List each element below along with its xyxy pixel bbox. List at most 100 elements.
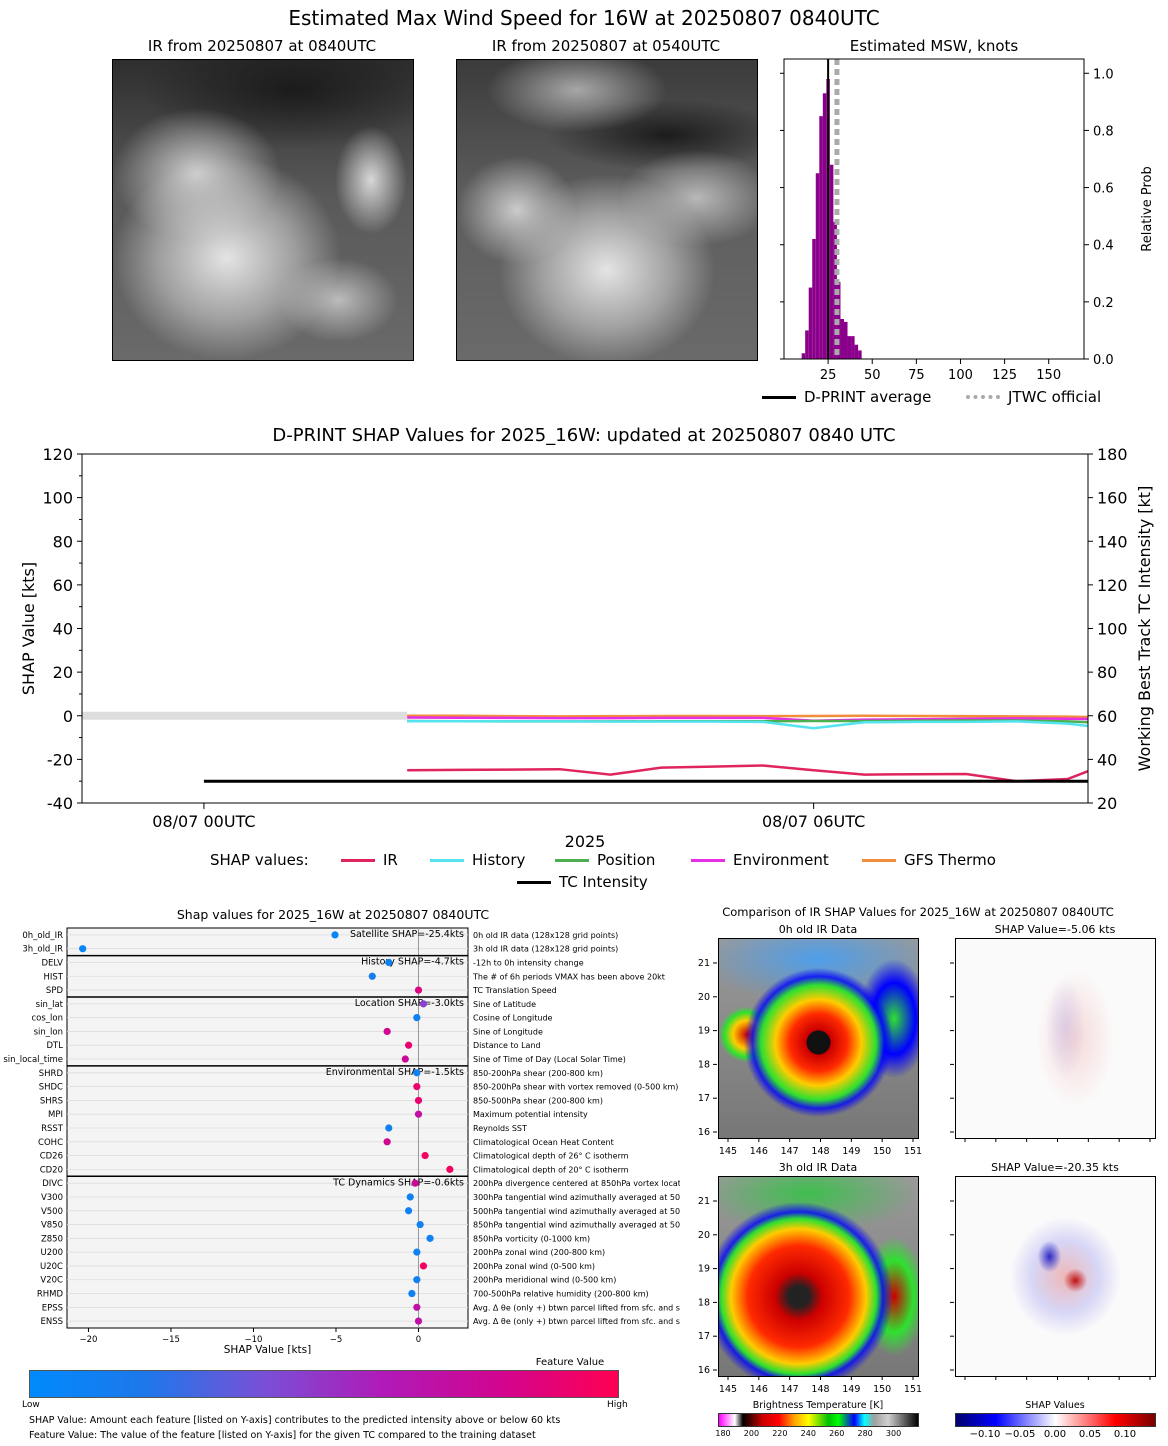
footnote-feature-value: Feature Value: The value of the feature …: [29, 1430, 536, 1441]
ts-legend-label: TC Intensity: [559, 873, 648, 891]
bar-feature-desc: Climatological Ocean Heat Content: [473, 1138, 614, 1147]
msw-bar: [815, 173, 820, 359]
msw-y-tick-label: 0.6: [1093, 182, 1114, 197]
ir-previous-title: IR from 20250807 at 0540UTC: [491, 37, 721, 55]
legend-label-jtwc: JTWC official: [1008, 388, 1102, 406]
shap-3h-map: [955, 1176, 1156, 1377]
bar-feature-dot: [385, 958, 393, 967]
map-lon-label: 151: [904, 1384, 922, 1395]
bt-tick-label: 220: [772, 1429, 788, 1438]
bar-feature-dot: [414, 1317, 423, 1325]
shap-3h-title: SHAP Value=-20.35 kts: [991, 1161, 1119, 1174]
ts-x-tick-label: 08/07 06UTC: [762, 812, 865, 831]
bar-feature-desc: Climatological depth of 26° C isotherm: [473, 1152, 629, 1161]
sv-tick-label: 0.00: [1043, 1429, 1067, 1440]
ts-y2-tick-label: 120: [1097, 576, 1128, 595]
msw-y-tick-label: 0.4: [1093, 239, 1114, 254]
map-lon-label: 146: [750, 1384, 768, 1395]
sv-tick-label: −0.10: [969, 1429, 1001, 1440]
ts-y2-tick-label: 40: [1097, 750, 1117, 769]
msw-bar: [851, 336, 855, 359]
msw-bar: [847, 336, 852, 359]
ts-frame: [81, 453, 1089, 804]
msw-y-tick-label: 0.8: [1093, 124, 1114, 139]
bar-feature-desc: Sine of Time of Day (Local Solar Time): [473, 1055, 626, 1064]
ts-legend-swatch: [430, 858, 464, 862]
bar-feature-name: V500: [41, 1207, 63, 1217]
bar-feature-name: sin_local_time: [3, 1055, 63, 1065]
bar-feature-dot: [406, 1193, 414, 1201]
bar-feature-dot: [383, 1027, 391, 1036]
msw-bar: [822, 93, 827, 360]
msw-x-tick-label: 150: [1036, 368, 1061, 383]
ts-series-line-ir: [407, 764, 1089, 783]
bar-feature-name: SHRS: [40, 1096, 63, 1106]
shap-legend-title-text: SHAP values:: [210, 851, 309, 869]
bar-feature-desc: 850-200hPa shear (200-800 km): [473, 1069, 603, 1078]
bar-feature-desc: 850-200hPa shear with vortex removed (0-…: [473, 1083, 678, 1092]
bar-x-tick-label: −10: [244, 1335, 262, 1345]
ts-legend-label: Position: [597, 851, 656, 869]
bar-feature-name: EPSS: [42, 1303, 63, 1313]
msw-bar: [801, 353, 806, 359]
bar-feature-name: ENSS: [40, 1317, 63, 1327]
map-lat-label: 19: [698, 1264, 710, 1275]
msw-bar: [854, 344, 859, 359]
map-lat-label: 17: [698, 1093, 710, 1104]
bar-feature-desc: Avg. Δ θe (only +) btwn parcel lifted fr…: [473, 1303, 680, 1312]
bar-feature-dot: [421, 1151, 429, 1160]
bar-feature-name: CD20: [40, 1165, 63, 1175]
ts-legend-label: GFS Thermo: [904, 851, 996, 869]
sv-tick-label: 0.05: [1078, 1429, 1102, 1440]
bar-feature-name: CD26: [40, 1152, 63, 1162]
map-lat-label: 18: [698, 1059, 710, 1070]
msw-y-tick-label: 0.0: [1093, 353, 1114, 368]
bar-x-tick-label: 0: [416, 1335, 421, 1345]
ts-legend-ir: IR: [341, 851, 398, 869]
bar-feature-desc: 0h old IR data (128x128 grid points): [473, 931, 618, 940]
map-lon-label: 146: [750, 1146, 768, 1157]
map-lat-label: 20: [698, 992, 710, 1003]
map-lat-label: 20: [698, 1230, 710, 1241]
bt-tick-label: 260: [829, 1429, 845, 1438]
bar-feature-desc: Maximum potential intensity: [473, 1110, 588, 1119]
bar-feature-dot: [413, 1014, 421, 1022]
bar-feature-desc: TC Translation Speed: [472, 986, 557, 995]
ir-3h-title: 3h old IR Data: [778, 1161, 858, 1174]
bt-tick-label: 200: [743, 1429, 760, 1438]
colorbar-title: Feature Value: [535, 1357, 605, 1368]
bar-feature-name: DIVC: [42, 1179, 63, 1189]
ts-x-axis-label: 2025: [565, 832, 606, 851]
msw-x-tick-label: 75: [908, 368, 925, 383]
bar-group-label: Location SHAP=-3.0kts: [355, 998, 464, 1009]
shap-legend-title: SHAP values:: [210, 851, 309, 869]
bar-feature-desc: 3h old IR data (128x128 grid points): [473, 945, 618, 954]
msw-bar: [844, 321, 848, 359]
shap-timeseries-chart: -40 -20 0 20 40 60 80 100 120 20 40 60 80 100 120 140 16…: [19, 445, 1154, 851]
bar-feature-dot: [416, 1220, 424, 1229]
ir-0h-image: [718, 938, 919, 1139]
map-lon-label: 151: [904, 1146, 922, 1157]
ts-y2-tick-label: 160: [1097, 489, 1128, 508]
bar-feature-name: SPD: [46, 986, 64, 996]
map-lon-label: 150: [873, 1384, 891, 1395]
ts-legend-label: Environment: [733, 851, 829, 869]
brightness-temp-colorbar: [718, 1413, 919, 1427]
bar-group-label: History SHAP=-4.7kts: [361, 957, 464, 968]
ts-legend-label: IR: [383, 851, 398, 869]
ts-series-line-history: [407, 719, 1089, 730]
bar-feature-desc: Sine of Latitude: [473, 1000, 536, 1009]
bar-feature-dot: [413, 1276, 421, 1284]
legend-swatch-jtwc: [966, 395, 1000, 399]
bar-feature-dot: [411, 1179, 419, 1187]
ts-y-tick-label: -40: [47, 794, 73, 813]
bar-feature-name: RSST: [41, 1124, 64, 1134]
ts-legend-swatch: [555, 858, 589, 862]
ir-0h-title: 0h old IR Data: [778, 923, 858, 936]
ts-y-axis-label: SHAP Value [kts]: [19, 562, 38, 695]
bar-feature-dot: [404, 1207, 413, 1215]
bar-feature-dot: [419, 1000, 428, 1008]
ts-legend-gfs-thermo: GFS Thermo: [862, 851, 996, 869]
bar-feature-name: DELV: [41, 958, 63, 968]
bar-feature-dot: [413, 1083, 421, 1091]
